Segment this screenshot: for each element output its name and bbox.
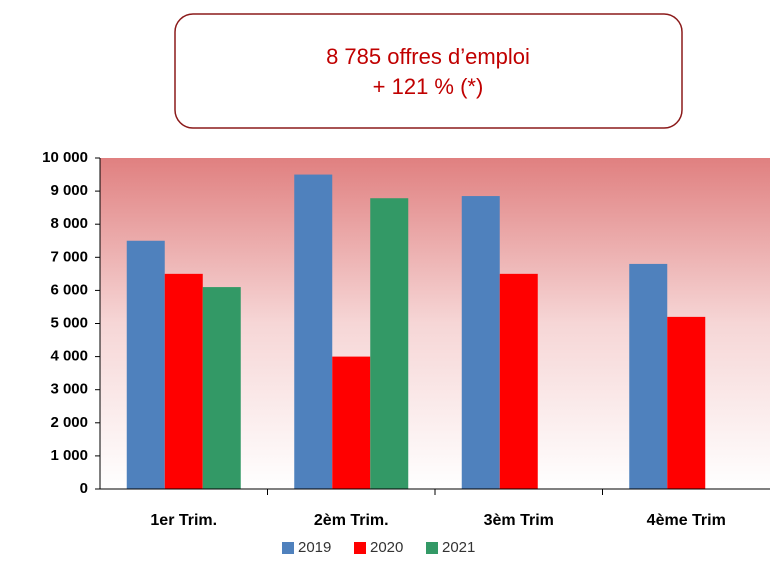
y-tick-label: 0 — [80, 480, 88, 497]
y-tick-label: 7 000 — [50, 248, 88, 265]
y-tick-label: 6 000 — [50, 281, 88, 298]
legend-swatch — [282, 542, 294, 554]
legend-swatch — [426, 542, 438, 554]
legend-label: 2021 — [442, 539, 475, 556]
x-tick-label: 1er Trim. — [150, 512, 217, 529]
annotation: + 121 % (*) — [373, 74, 484, 99]
bar — [370, 198, 409, 490]
bar — [332, 356, 371, 489]
y-tick-label: 4 000 — [50, 348, 88, 365]
y-tick-label: 9 000 — [50, 182, 88, 199]
annotation: 8 785 offres d’emploi — [326, 44, 530, 69]
legend-label: 2019 — [298, 539, 331, 556]
bar — [294, 174, 333, 490]
annotation-box — [174, 13, 683, 129]
x-tick-label: 4ème Trim — [647, 512, 726, 529]
bar — [629, 263, 668, 489]
bar — [499, 273, 538, 489]
bar — [202, 287, 241, 489]
y-tick-label: 5 000 — [50, 314, 88, 331]
x-tick-label: 2èm Trim. — [314, 512, 389, 529]
y-tick-label: 2 000 — [50, 414, 88, 431]
legend-swatch — [354, 542, 366, 554]
legend-label: 2020 — [370, 539, 403, 556]
bar — [164, 273, 203, 489]
bar — [667, 316, 706, 489]
x-tick-label: 3èm Trim — [484, 512, 554, 529]
y-tick-label: 10 000 — [42, 149, 88, 166]
bar — [126, 240, 165, 489]
y-tick-label: 3 000 — [50, 381, 88, 398]
bar — [461, 196, 500, 489]
y-tick-label: 8 000 — [50, 215, 88, 232]
y-tick-label: 1 000 — [50, 447, 88, 464]
